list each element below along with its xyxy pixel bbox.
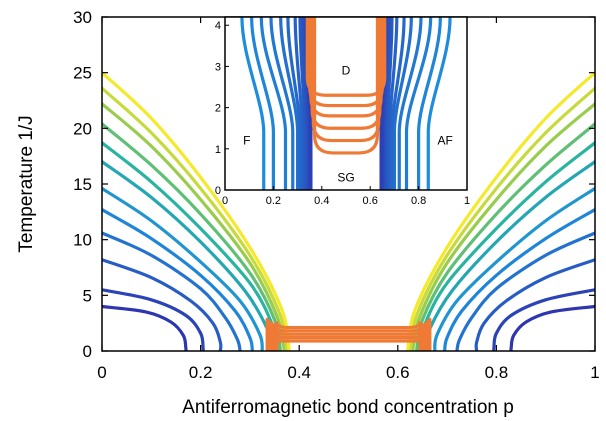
inset-x-tick-label: 1 (464, 195, 470, 207)
inset-antiferro-boundary-2 (404, 17, 433, 190)
main-x-tick-label: 1 (590, 363, 599, 382)
inset-ferro-boundary-1 (250, 17, 275, 190)
inset-ferro-boundary-6 (293, 17, 305, 190)
main-x-tick-label: 0.4 (287, 363, 311, 382)
main-curves-layer (102, 71, 595, 351)
inset-x-tick-label: 0.6 (363, 195, 378, 207)
ferro-boundary-left-4 (102, 208, 254, 351)
main-y-axis-title: Temperature 1/J (16, 115, 37, 252)
inset-plot-frame (224, 16, 468, 191)
inset-x-tick-label: 0 (222, 195, 228, 207)
antiferro-boundary-right-9 (410, 102, 595, 351)
inset-y-tick-label: 3 (215, 61, 221, 73)
inset-y-tick-label: 0 (215, 185, 221, 197)
main-y-tick-label: 10 (73, 231, 92, 250)
inset-ferro-boundary-4 (279, 17, 300, 190)
main-x-tick-label: 0.2 (189, 363, 213, 382)
ferro-boundary-left-9 (102, 102, 287, 351)
inset-ferro-boundary-2 (259, 17, 288, 190)
inset-antiferro-boundary-7 (385, 17, 394, 190)
inset-x-tick-label: 0.4 (314, 195, 329, 207)
inset-ferro-boundary-5 (286, 17, 302, 190)
main-y-tick-label: 15 (73, 175, 92, 194)
inset-antiferro-boundary-5 (390, 17, 406, 190)
antiferro-boundary-right-5 (433, 186, 595, 351)
antiferro-boundary-right-4 (443, 208, 595, 351)
antiferro-boundary-right-1 (492, 288, 595, 351)
main-y-tick-label: 0 (83, 342, 92, 361)
inset-y-tick-label: 4 (215, 20, 221, 32)
inset-antiferro-boundary-0 (426, 17, 452, 190)
main-y-tick-label: 30 (73, 8, 92, 27)
inset-antiferro-boundary-4 (392, 17, 413, 190)
ferro-boundary-left-1 (102, 288, 205, 351)
inset-background (225, 17, 467, 190)
ferro-boundary-left-0 (102, 304, 188, 351)
antiferro-boundary-right-2 (474, 258, 595, 351)
main-x-tick-label: 0 (97, 363, 106, 382)
ferro-boundary-left-2 (102, 258, 223, 351)
main-x-tick-label: 0.8 (485, 363, 509, 382)
inset-antiferro-boundary-6 (387, 17, 399, 190)
inset-region-label-sg: SG (337, 171, 354, 185)
inset-chart: 0 0.2 0.4 0.6 0.8 1 0 1 2 3 4 F D AF SG (215, 16, 470, 207)
inset-region-label-af: AF (438, 134, 453, 148)
ferro-boundary-left-5 (102, 186, 264, 351)
inset-x-tick-label: 0.2 (266, 195, 281, 207)
inset-antiferro-boundary-3 (397, 17, 423, 190)
inset-ferro-boundary-0 (240, 17, 266, 190)
main-y-tick-label: 20 (73, 119, 92, 138)
ferro-boundary-left-10 (102, 86, 289, 351)
inset-region-label-d: D (342, 64, 351, 78)
inset-spin-glass-boundary-5 (312, 17, 380, 155)
inset-region-label-f: F (243, 134, 250, 148)
inset-region-labels: F D AF SG (243, 64, 453, 185)
inset-curves-layer (240, 17, 452, 190)
ferro-boundary-left-3 (102, 231, 242, 351)
main-y-tick-label: 5 (83, 286, 92, 305)
spin-glass-boundary-3 (272, 323, 425, 351)
antiferro-boundary-right-10 (408, 86, 595, 351)
inset-ticks-layer: 0 0.2 0.4 0.6 0.8 1 0 1 2 3 4 (215, 20, 470, 207)
spin-glass-boundary-1 (268, 320, 429, 351)
spin-glass-boundary-4 (275, 321, 422, 351)
inset-x-tick-label: 0.8 (411, 195, 426, 207)
antiferro-boundary-right-8 (414, 122, 595, 351)
inset-ferro-boundary-7 (298, 17, 307, 190)
spin-glass-boundary-2 (270, 322, 427, 351)
inset-ferro-boundary-3 (269, 17, 295, 190)
main-x-axis-title: Antiferromagnetic bond concentration p (182, 397, 514, 418)
spin-glass-boundary-0 (265, 317, 432, 351)
ferro-boundary-left-8 (102, 122, 283, 351)
antiferro-boundary-right-0 (509, 304, 595, 351)
inset-antiferro-boundary-1 (417, 17, 442, 190)
antiferro-boundary-right-3 (455, 231, 595, 351)
antiferro-boundary-right-11 (406, 71, 595, 351)
inset-y-tick-label: 1 (215, 144, 221, 156)
main-y-tick-label: 25 (73, 64, 92, 83)
main-x-tick-label: 0.6 (386, 363, 410, 382)
inset-y-tick-label: 2 (215, 103, 221, 115)
ferro-boundary-left-11 (102, 71, 291, 351)
